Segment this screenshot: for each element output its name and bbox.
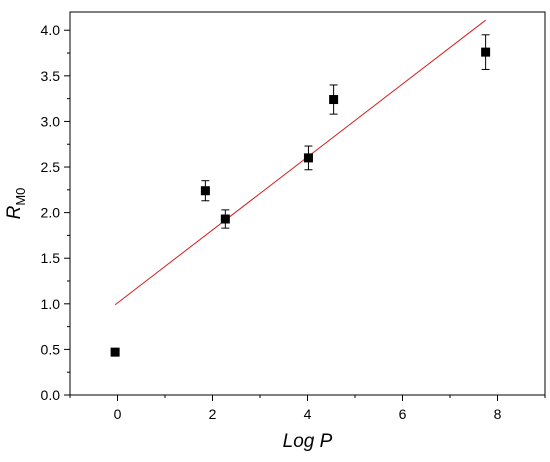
y-tick-label: 2.0 bbox=[41, 205, 61, 221]
axes-frame bbox=[69, 11, 546, 396]
y-axis-label-main: R bbox=[4, 205, 25, 219]
x-tick-label: 2 bbox=[209, 406, 217, 422]
y-tick-label: 3.5 bbox=[41, 68, 61, 84]
x-axis-label: Log P bbox=[283, 431, 333, 452]
tick-marks bbox=[64, 29, 546, 401]
y-axis-label: RM0 bbox=[4, 188, 28, 220]
data-point bbox=[220, 214, 230, 224]
y-tick-label: 4.0 bbox=[41, 22, 61, 38]
x-tick-label: 8 bbox=[494, 406, 502, 422]
data-point bbox=[110, 347, 120, 357]
x-tick-labels: 0 2 4 6 8 bbox=[114, 406, 502, 422]
y-tick-labels: 0.0 0.5 1.0 1.5 2.0 2.5 3.0 3.5 4.0 bbox=[41, 22, 61, 403]
y-tick-label: 2.5 bbox=[41, 159, 61, 175]
y-tick-label: 1.0 bbox=[41, 296, 61, 312]
y-tick-label: 1.5 bbox=[41, 250, 61, 266]
x-tick-label: 0 bbox=[114, 406, 122, 422]
data-points bbox=[110, 34, 491, 357]
fit-line bbox=[114, 19, 486, 306]
y-tick-label: 0.0 bbox=[41, 387, 61, 403]
y-axis-label-subscript: M0 bbox=[13, 188, 28, 206]
data-point bbox=[481, 47, 491, 57]
data-point bbox=[200, 186, 210, 196]
x-tick-label: 4 bbox=[304, 406, 312, 422]
fit-line-group bbox=[114, 19, 486, 306]
x-tick-label: 6 bbox=[399, 406, 407, 422]
y-tick-label: 0.5 bbox=[41, 341, 61, 357]
y-tick-label: 3.0 bbox=[41, 113, 61, 129]
plot-area bbox=[64, 11, 546, 401]
data-point bbox=[329, 95, 339, 105]
data-point bbox=[303, 153, 313, 163]
